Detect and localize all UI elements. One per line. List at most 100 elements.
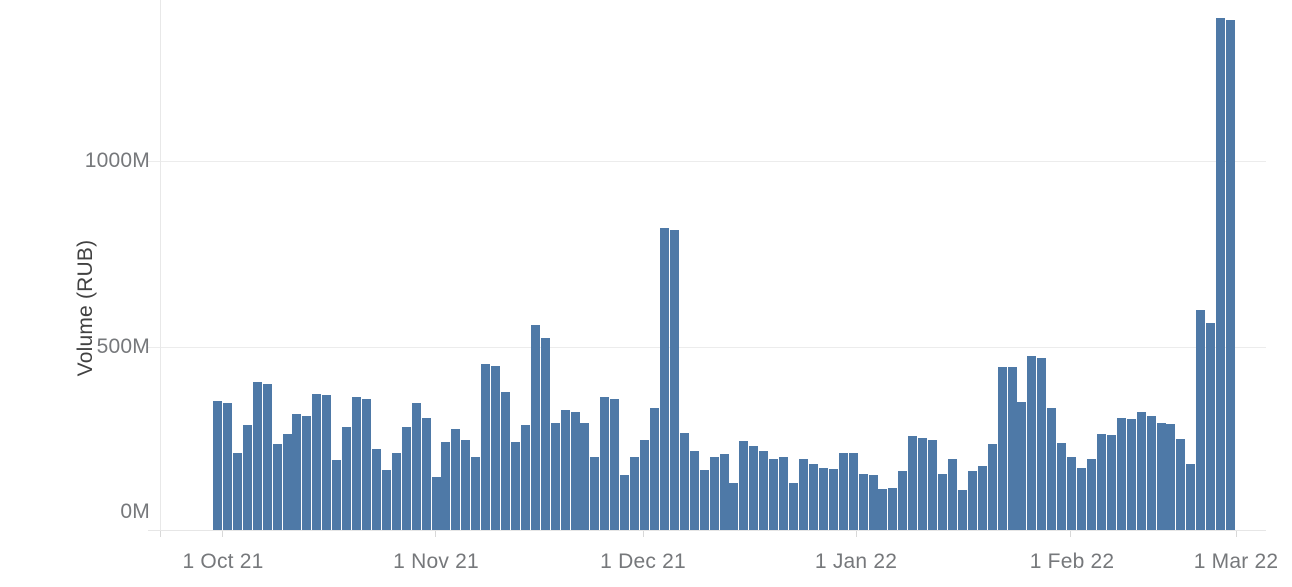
bar[interactable] [769, 459, 779, 530]
bar[interactable] [640, 440, 650, 530]
bar[interactable] [1087, 459, 1097, 530]
bar[interactable] [213, 400, 222, 530]
bar[interactable] [1077, 467, 1087, 530]
bar[interactable] [1047, 408, 1057, 530]
bar[interactable] [1196, 309, 1206, 530]
bar[interactable] [610, 399, 620, 530]
bar[interactable] [689, 451, 699, 530]
bar[interactable] [481, 363, 491, 530]
bar[interactable] [520, 425, 530, 530]
bar[interactable] [709, 456, 719, 530]
bar[interactable] [252, 382, 262, 530]
bar[interactable] [590, 456, 600, 530]
bar[interactable] [232, 453, 242, 530]
bar[interactable] [461, 440, 471, 530]
bar[interactable] [918, 438, 928, 530]
bar[interactable] [947, 458, 957, 530]
bar[interactable] [1176, 438, 1186, 530]
bar[interactable] [441, 441, 451, 530]
bar[interactable] [332, 460, 342, 530]
bar[interactable] [888, 487, 898, 530]
bar[interactable] [1136, 411, 1146, 530]
bar[interactable] [222, 402, 232, 530]
bar[interactable] [1226, 19, 1236, 530]
bar[interactable] [938, 474, 948, 530]
bar[interactable] [1067, 457, 1077, 530]
bar[interactable] [361, 399, 371, 530]
bar[interactable] [838, 452, 848, 530]
bar[interactable] [262, 384, 272, 530]
bar[interactable] [798, 458, 808, 530]
bar[interactable] [381, 469, 391, 530]
bar[interactable] [421, 417, 431, 530]
bar[interactable] [749, 445, 759, 530]
bar[interactable] [411, 402, 421, 530]
bar[interactable] [729, 482, 739, 530]
bar[interactable] [898, 470, 908, 530]
bar[interactable] [342, 426, 352, 530]
bar[interactable] [848, 453, 858, 530]
bar[interactable] [1126, 419, 1136, 530]
bar[interactable] [967, 470, 977, 530]
bar[interactable] [600, 397, 610, 530]
bar[interactable] [1116, 418, 1126, 530]
bar[interactable] [779, 457, 789, 530]
bar[interactable] [1027, 356, 1037, 530]
bar[interactable] [292, 413, 302, 530]
bar[interactable] [242, 425, 252, 530]
bar[interactable] [808, 464, 818, 530]
bar[interactable] [699, 469, 709, 530]
bar[interactable] [987, 444, 997, 530]
bar[interactable] [908, 435, 918, 530]
bar[interactable] [1106, 434, 1116, 530]
bar[interactable] [322, 395, 332, 530]
bar[interactable] [302, 415, 312, 530]
bar[interactable] [580, 423, 590, 530]
bar[interactable] [471, 456, 481, 530]
bar[interactable] [451, 428, 461, 530]
bar[interactable] [620, 475, 630, 530]
bar[interactable] [272, 443, 282, 530]
bar[interactable] [659, 227, 669, 530]
bar[interactable] [669, 229, 679, 530]
bar[interactable] [312, 393, 322, 530]
bar[interactable] [391, 453, 401, 530]
bar[interactable] [1166, 424, 1176, 530]
bar[interactable] [719, 454, 729, 530]
bar[interactable] [431, 477, 441, 530]
bar[interactable] [789, 482, 799, 530]
bar[interactable] [928, 440, 938, 530]
bar[interactable] [759, 451, 769, 530]
bar[interactable] [868, 475, 878, 530]
bar[interactable] [1146, 415, 1156, 530]
bar[interactable] [560, 410, 570, 530]
bar[interactable] [679, 432, 689, 530]
bar[interactable] [739, 440, 749, 530]
bar[interactable] [828, 469, 838, 530]
bar[interactable] [1096, 434, 1106, 530]
bar[interactable] [997, 367, 1007, 530]
bar[interactable] [1186, 464, 1196, 530]
bar[interactable] [650, 408, 659, 530]
bar[interactable] [401, 426, 411, 530]
bar[interactable] [1206, 322, 1216, 530]
bar[interactable] [818, 467, 828, 530]
bar[interactable] [1057, 442, 1067, 530]
bar[interactable] [1007, 367, 1017, 530]
bar[interactable] [878, 489, 888, 530]
bar[interactable] [510, 441, 520, 530]
bar[interactable] [1216, 17, 1226, 530]
bar[interactable] [352, 397, 362, 530]
bar[interactable] [1037, 358, 1047, 530]
bar[interactable] [858, 474, 868, 530]
bar[interactable] [977, 466, 987, 530]
bar[interactable] [1156, 422, 1166, 530]
bar[interactable] [570, 412, 580, 530]
bar[interactable] [550, 423, 560, 530]
bar[interactable] [530, 324, 540, 530]
bar[interactable] [501, 391, 511, 530]
bar[interactable] [282, 434, 292, 530]
bar[interactable] [371, 449, 381, 530]
bar[interactable] [630, 456, 640, 530]
bar[interactable] [540, 337, 550, 530]
